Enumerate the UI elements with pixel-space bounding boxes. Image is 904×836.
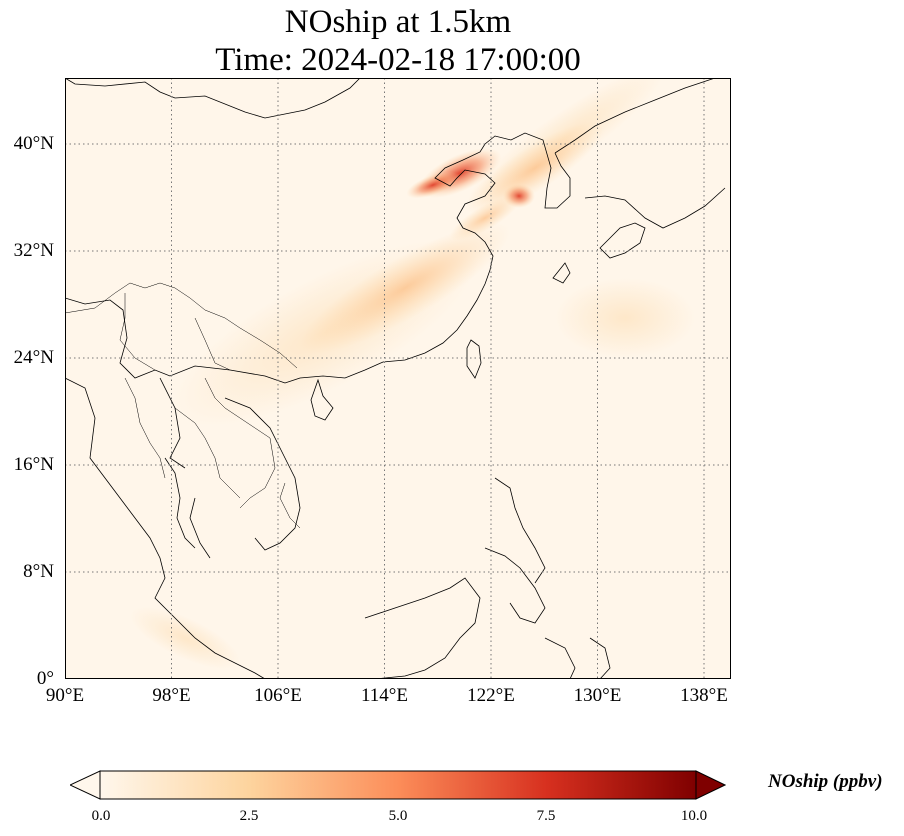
lon-tick-label: 90°E xyxy=(45,685,85,706)
map-border xyxy=(65,78,731,679)
colorbar-tick-label: 10.0 xyxy=(680,808,708,824)
lat-tick-label: 8°N xyxy=(23,561,54,582)
lon-tick-label: 106°E xyxy=(254,685,302,706)
colorbar-tick-label: 5.0 xyxy=(388,808,408,824)
lat-tick-label: 40°N xyxy=(13,133,54,154)
lat-tick-label: 16°N xyxy=(13,454,54,475)
lat-tick-label: 24°N xyxy=(13,347,54,368)
colorbar-tick-label: 7.5 xyxy=(536,808,556,824)
lon-tick-label: 138°E xyxy=(680,685,728,706)
map-plot xyxy=(65,78,731,679)
coastlines xyxy=(65,78,726,679)
colorbar-min-extend xyxy=(70,770,101,800)
lat-lon-gridlines xyxy=(65,78,731,679)
lat-tick-label: 32°N xyxy=(13,240,54,261)
colorbar-label: NOship (ppbv) xyxy=(768,771,883,792)
map-title-line1: NOship at 1.5km xyxy=(284,4,512,40)
lon-tick-label: 130°E xyxy=(573,685,622,706)
lon-tick-label: 114°E xyxy=(361,685,408,706)
concentration-field xyxy=(65,78,731,679)
lon-tick-label: 98°E xyxy=(152,685,191,706)
lat-tick-label: 0° xyxy=(36,668,54,689)
colorbar-max-extend xyxy=(695,770,726,800)
colorbar-tick-label: 2.5 xyxy=(239,808,259,824)
colorbar-gradient xyxy=(99,770,697,800)
colorbar xyxy=(70,770,726,800)
map-title-line2: Time: 2024-02-18 17:00:00 xyxy=(215,42,581,78)
country-borders xyxy=(65,282,301,529)
lon-tick-label: 122°E xyxy=(467,685,515,706)
colorbar-tick-label: 0.0 xyxy=(91,808,111,824)
ship-plume-overlay xyxy=(129,78,695,670)
